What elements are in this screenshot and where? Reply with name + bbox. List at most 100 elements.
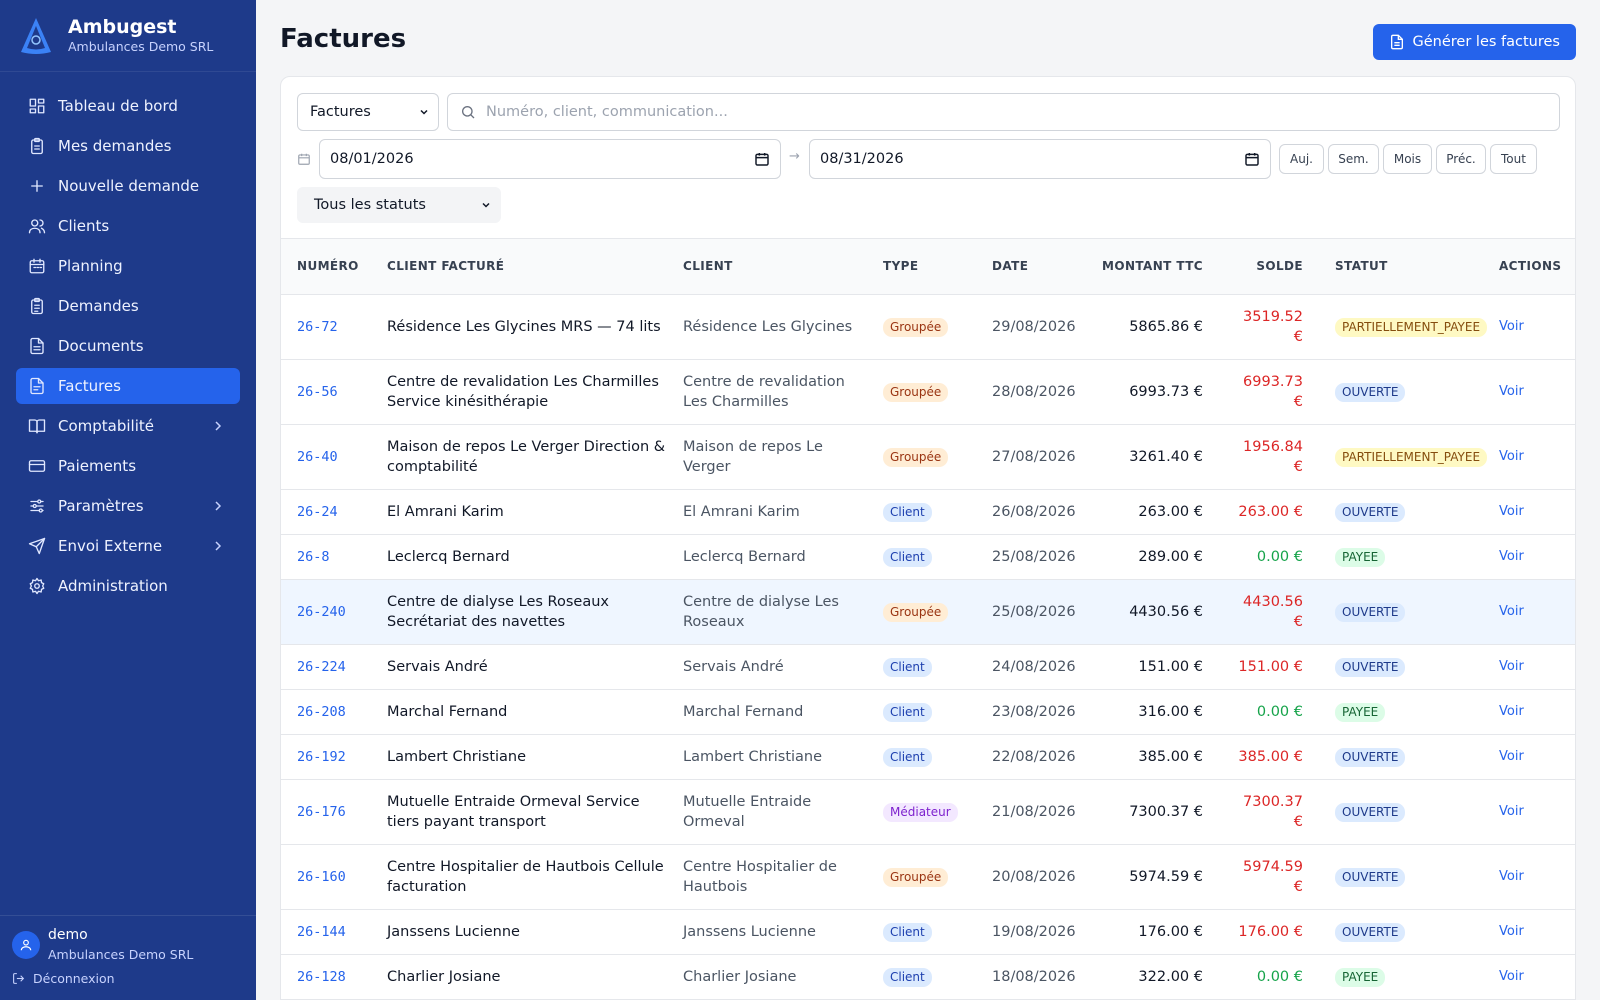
invoice-number-link[interactable]: 26-208 xyxy=(297,703,346,720)
column-header-type[interactable]: Type xyxy=(883,239,992,295)
column-header-montant[interactable]: Montant TTC xyxy=(1099,239,1217,295)
view-link[interactable]: Voir xyxy=(1499,804,1524,819)
sidebar-item-parametres[interactable]: Paramètres xyxy=(16,488,240,524)
view-link[interactable]: Voir xyxy=(1499,969,1524,984)
document-type-select[interactable]: Factures xyxy=(297,93,439,131)
sidebar-item-planning[interactable]: Planning xyxy=(16,248,240,284)
date-from-input[interactable]: 08/01/2026 xyxy=(319,139,781,179)
sidebar-item-demandes[interactable]: Demandes xyxy=(16,288,240,324)
table-row[interactable]: 26-72 Résidence Les Glycines MRS — 74 lit… xyxy=(281,294,1575,360)
invoice-number-link[interactable]: 26-224 xyxy=(297,658,346,675)
invoice-number-link[interactable]: 26-192 xyxy=(297,748,346,765)
table-row[interactable]: 26-192 Lambert Christiane Lambert Christia… xyxy=(281,734,1575,780)
brand: Ambugest Ambulances Demo SRL xyxy=(0,0,256,72)
sidebar-item-administration[interactable]: Administration xyxy=(16,568,240,604)
column-header-client-facture[interactable]: Client facturé xyxy=(387,239,683,295)
view-link[interactable]: Voir xyxy=(1499,384,1524,399)
view-link[interactable]: Voir xyxy=(1499,924,1524,939)
column-header-statut[interactable]: Statut xyxy=(1313,239,1499,295)
sidebar-item-nouvelle-demande[interactable]: Nouvelle demande xyxy=(16,168,240,204)
sidebar-item-factures[interactable]: Factures xyxy=(16,368,240,404)
balance-cell: 0.00 € xyxy=(1217,954,1313,1000)
client-cell: Leclercq Bernard xyxy=(683,534,883,580)
logout-link[interactable]: Déconnexion xyxy=(12,971,115,986)
balance-cell: 1956.84 € xyxy=(1217,424,1313,490)
column-header-solde[interactable]: Solde xyxy=(1217,239,1313,295)
invoice-number-link[interactable]: 26-72 xyxy=(297,318,338,335)
search-box[interactable] xyxy=(447,93,1560,131)
chevron-right-icon[interactable] xyxy=(210,538,226,554)
amount-cell: 322.00 € xyxy=(1099,954,1217,1000)
sidebar-item-paiements[interactable]: Paiements xyxy=(16,448,240,484)
table-row[interactable]: 26-160 Centre Hospitalier de Hautbois Cel… xyxy=(281,844,1575,910)
client-cell: Servais André xyxy=(683,644,883,690)
calendar-picker-icon[interactable] xyxy=(1244,151,1260,167)
sidebar-item-documents[interactable]: Documents xyxy=(16,328,240,364)
invoice-number-link[interactable]: 26-8 xyxy=(297,548,330,565)
view-link[interactable]: Voir xyxy=(1499,549,1524,564)
table-row[interactable]: 26-56 Centre de revalidation Les Charmill… xyxy=(281,359,1575,425)
invoice-number-link[interactable]: 26-24 xyxy=(297,503,338,520)
ambulance-logo-icon xyxy=(21,17,51,54)
quick-range-all-button[interactable]: Tout xyxy=(1490,144,1537,174)
invoice-number-link[interactable]: 26-176 xyxy=(297,803,346,820)
table-row[interactable]: 26-24 El Amrani Karim El Amrani Karim Clien… xyxy=(281,489,1575,535)
column-header-client[interactable]: Client xyxy=(683,239,883,295)
table-row[interactable]: 26-240 Centre de dialyse Les Roseaux Secr… xyxy=(281,579,1575,645)
search-input[interactable] xyxy=(486,104,1476,120)
table-row[interactable]: 26-128 Charlier Josiane Charlier Josiane Cl… xyxy=(281,954,1575,1000)
chevron-right-icon[interactable] xyxy=(210,498,226,514)
table-row[interactable]: 26-208 Marchal Fernand Marchal Fernand Clie… xyxy=(281,689,1575,735)
column-header-date[interactable]: Date xyxy=(992,239,1099,295)
table-row[interactable]: 26-8 Leclercq Bernard Leclercq Bernard Clie… xyxy=(281,534,1575,580)
avatar[interactable] xyxy=(12,931,40,959)
view-link[interactable]: Voir xyxy=(1499,449,1524,464)
search-icon xyxy=(462,106,475,119)
sidebar-item-label: Planning xyxy=(58,257,123,275)
chevron-right-icon[interactable] xyxy=(210,418,226,434)
balance-cell: 263.00 € xyxy=(1217,489,1313,535)
invoice-number-link[interactable]: 26-160 xyxy=(297,868,346,885)
invoice-number-link[interactable]: 26-144 xyxy=(297,923,346,940)
table-row[interactable]: 26-144 Janssens Lucienne Janssens Lucienne… xyxy=(281,909,1575,955)
view-link[interactable]: Voir xyxy=(1499,504,1524,519)
quick-range-month-button[interactable]: Mois xyxy=(1383,144,1432,174)
invoice-number-link[interactable]: 26-56 xyxy=(297,383,338,400)
generate-invoices-button[interactable]: Générer les factures xyxy=(1372,24,1576,60)
balance-cell: 0.00 € xyxy=(1217,689,1313,735)
sidebar-item-tableau-de-bord[interactable]: Tableau de bord xyxy=(16,88,240,124)
sidebar-item-mes-demandes[interactable]: Mes demandes xyxy=(16,128,240,164)
view-link[interactable]: Voir xyxy=(1499,749,1524,764)
quick-range-previous-button[interactable]: Préc. xyxy=(1436,144,1486,174)
view-link[interactable]: Voir xyxy=(1499,319,1524,334)
table-row[interactable]: 26-176 Mutuelle Entraide Ormeval Service … xyxy=(281,779,1575,845)
view-link[interactable]: Voir xyxy=(1499,704,1524,719)
invoice-number-link[interactable]: 26-240 xyxy=(297,603,346,620)
quick-range-today-button[interactable]: Auj. xyxy=(1279,144,1324,174)
table-row[interactable]: 26-224 Servais André Servais André Client 24… xyxy=(281,644,1575,690)
sidebar-item-envoi-externe[interactable]: Envoi Externe xyxy=(16,528,240,564)
invoice-number-link[interactable]: 26-128 xyxy=(297,968,346,985)
sidebar-item-comptabilite[interactable]: Comptabilité xyxy=(16,408,240,444)
status-badge: OUVERTE xyxy=(1335,922,1406,942)
quick-range-week-button[interactable]: Sem. xyxy=(1328,144,1379,174)
view-link[interactable]: Voir xyxy=(1499,659,1524,674)
billed-client-cell: Lambert Christiane xyxy=(387,734,683,780)
gear-icon xyxy=(28,577,46,595)
status-filter-select[interactable]: Tous les statuts xyxy=(297,187,501,223)
client-cell: Janssens Lucienne xyxy=(683,909,883,955)
document-type-value: Factures xyxy=(310,104,371,120)
calendar-picker-icon[interactable] xyxy=(754,151,770,167)
table-row[interactable]: 26-40 Maison de repos Le Verger Direction… xyxy=(281,424,1575,490)
date-to-input[interactable]: 08/31/2026 xyxy=(809,139,1271,179)
amount-cell: 263.00 € xyxy=(1099,489,1217,535)
invoice-number-link[interactable]: 26-40 xyxy=(297,448,338,465)
view-link[interactable]: Voir xyxy=(1499,604,1524,619)
table-header-row: Numéro Client facturé Client Type Date M… xyxy=(281,239,1575,295)
amount-cell: 316.00 € xyxy=(1099,689,1217,735)
view-link[interactable]: Voir xyxy=(1499,869,1524,884)
column-header-numero[interactable]: Numéro xyxy=(281,239,387,295)
sidebar-item-clients[interactable]: Clients xyxy=(16,208,240,244)
date-cell: 21/08/2026 xyxy=(992,779,1099,845)
date-cell: 23/08/2026 xyxy=(992,689,1099,735)
